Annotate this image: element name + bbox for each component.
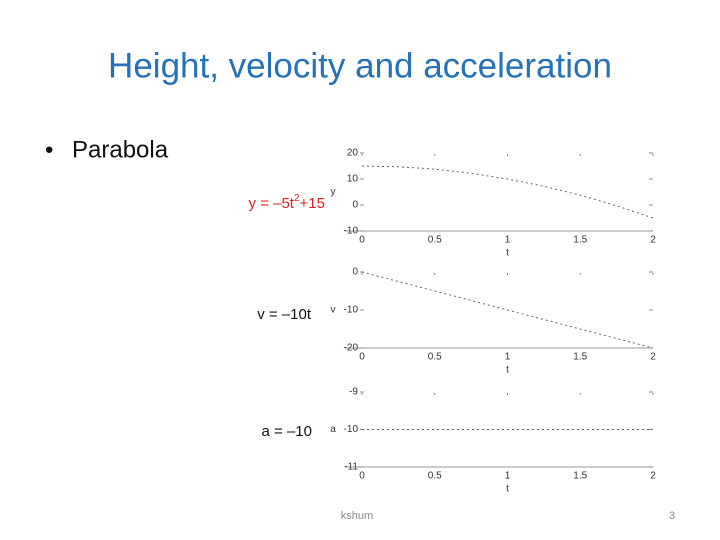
- x-tick-label: 0: [359, 471, 365, 482]
- y-tick-label: 0: [352, 200, 358, 211]
- equation-part: +15: [300, 195, 325, 212]
- x-tick-label: 0: [359, 235, 365, 246]
- equation: v = –10t: [257, 306, 312, 323]
- x-tick-label: 0.5: [428, 352, 442, 363]
- equation: y = –5t2+15: [249, 193, 325, 212]
- x-axis-label: t: [506, 484, 509, 495]
- y-axis-label: a: [330, 424, 336, 435]
- x-axis-label: t: [506, 248, 509, 259]
- equation-superscript: 2: [294, 193, 300, 204]
- y-tick-label: -10: [344, 305, 359, 316]
- x-tick-label: 2: [650, 471, 656, 482]
- x-tick-label: 0: [359, 352, 365, 363]
- y-tick-label: -10: [344, 424, 359, 435]
- x-tick-label: 0.5: [428, 235, 442, 246]
- bullet-text: Parabola: [72, 136, 169, 163]
- x-tick-label: 2: [650, 235, 656, 246]
- footer: kshum: [341, 510, 373, 522]
- x-tick-label: 0.5: [428, 471, 442, 482]
- x-tick-label: 2: [650, 352, 656, 363]
- y-tick-label: -11: [344, 462, 358, 473]
- y-tick-label: -10: [344, 226, 359, 237]
- x-tick-label: 1: [505, 471, 511, 482]
- data-line: [361, 165, 654, 219]
- x-tick-label: 1.5: [573, 235, 587, 246]
- data-line: [361, 271, 654, 349]
- x-tick-label: 1.5: [573, 352, 587, 363]
- equation: a = –10: [262, 423, 312, 440]
- x-tick-label: 1: [505, 352, 511, 363]
- y-tick-label: 20: [347, 148, 359, 159]
- y-tick-label: -9: [349, 387, 358, 398]
- x-axis-label: t: [506, 365, 509, 376]
- y-tick-label: 10: [347, 174, 359, 185]
- x-tick-label: 1.5: [573, 471, 587, 482]
- equation-part: y = –5t: [249, 195, 295, 212]
- bullet-marker: •: [45, 136, 53, 163]
- y-tick-label: 0: [352, 267, 358, 278]
- y-axis-label: v: [331, 305, 336, 316]
- y-axis-label: y: [331, 187, 336, 198]
- slide-title: Height, velocity and acceleration: [108, 46, 612, 85]
- page-number: 3: [669, 510, 675, 522]
- y-tick-label: -20: [344, 343, 359, 354]
- x-tick-label: 1: [505, 235, 511, 246]
